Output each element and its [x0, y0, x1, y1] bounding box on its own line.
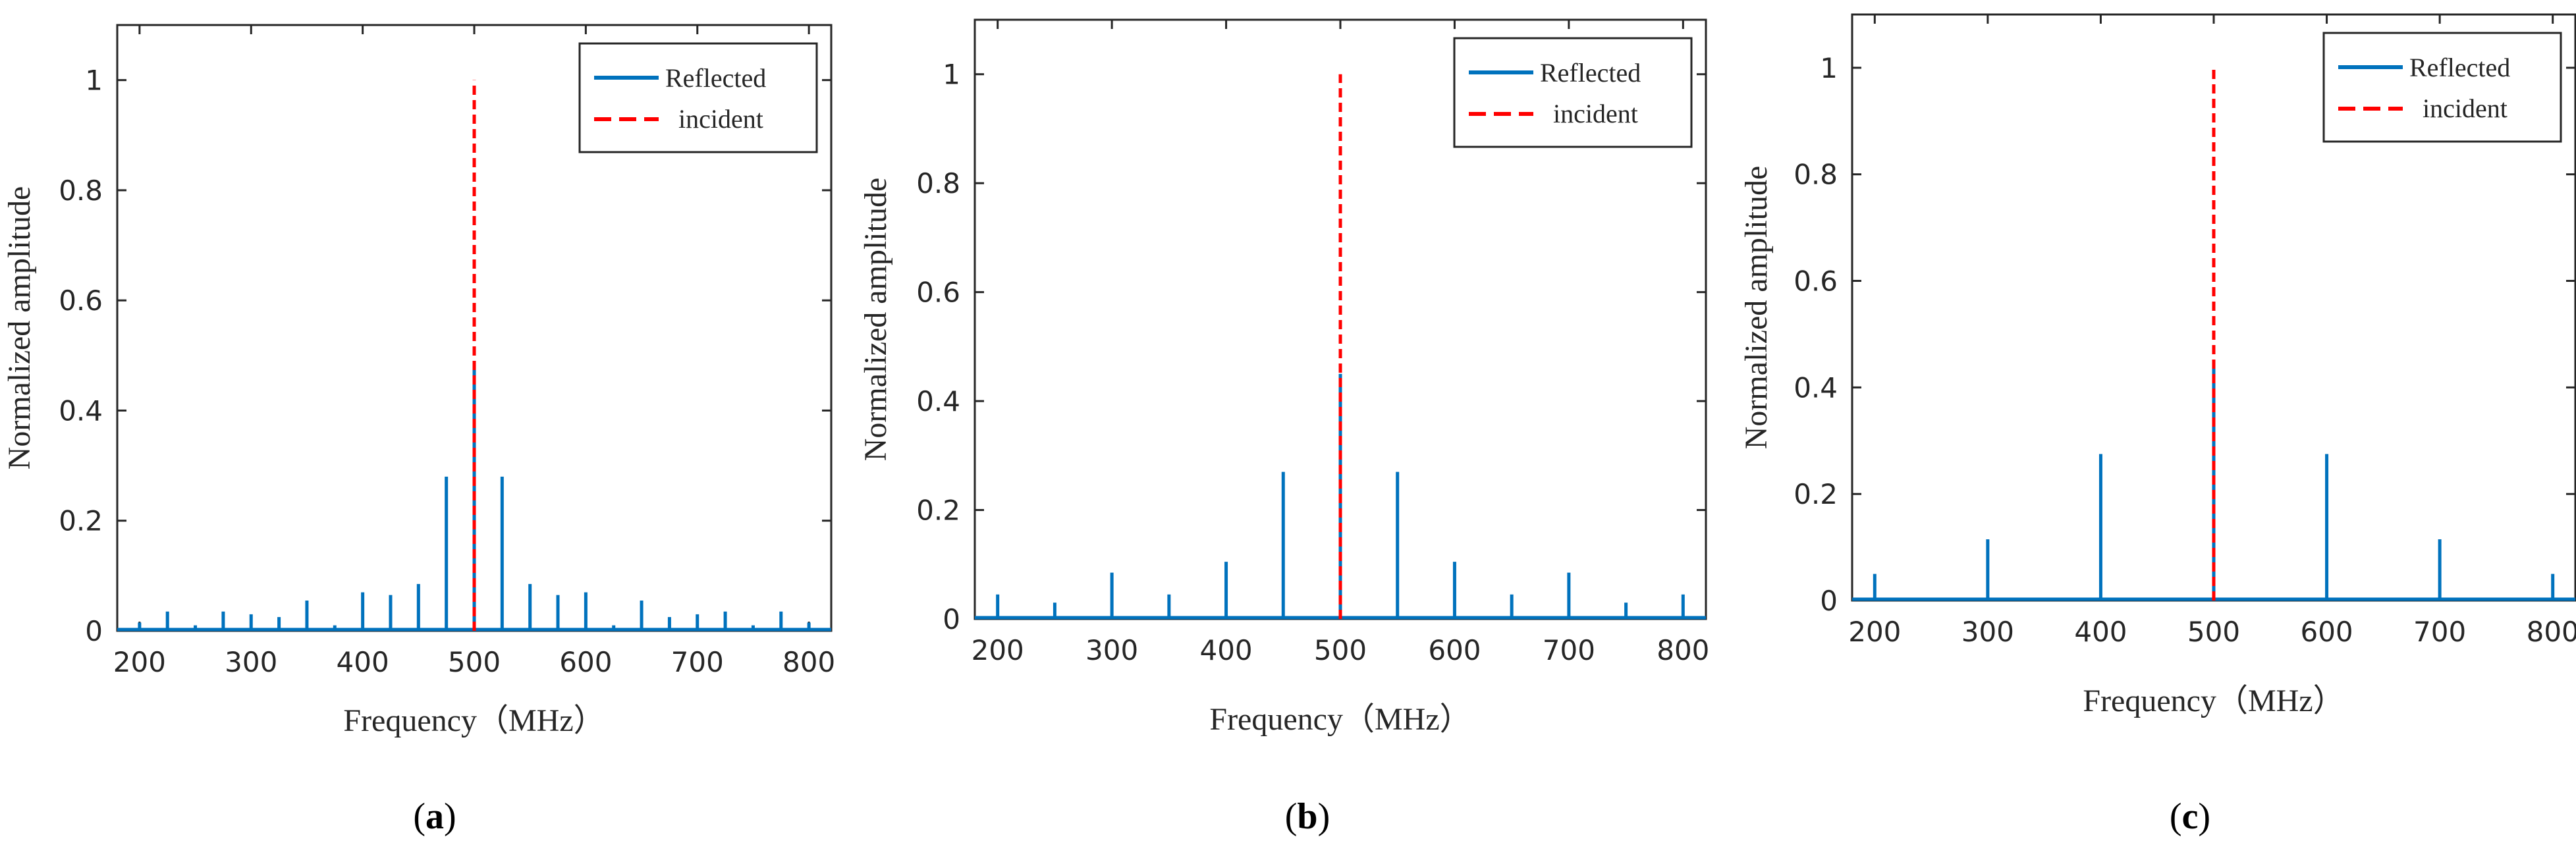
y-tick-label: 0.4: [1794, 371, 1838, 404]
caption-letter: c: [2182, 796, 2199, 837]
x-tick-label: 300: [1085, 634, 1138, 666]
y-tick-label: 1: [85, 65, 103, 97]
x-tick-label: 600: [559, 646, 612, 678]
panel-caption: (c): [2170, 796, 2210, 837]
y-tick-label: 0: [943, 603, 960, 635]
y-tick-label: 0.2: [916, 495, 960, 527]
legend-incident-label: incident: [1553, 99, 1638, 128]
y-tick-label: 0.6: [59, 284, 103, 317]
caption-open-paren: (: [1285, 796, 1298, 837]
x-tick-label: 200: [1848, 616, 1901, 648]
y-tick-label: 0.2: [1794, 478, 1838, 510]
x-tick-label: 800: [2527, 616, 2576, 648]
caption-close-paren: ): [444, 796, 456, 837]
y-tick-label: 0.8: [916, 167, 960, 200]
chart-panel-c: 200 300 400 500 600 700 800 0 0.2 0.4 0.6 0.8 1 Refle…: [1739, 13, 2576, 837]
x-tick-label: 700: [1543, 634, 1595, 666]
panel-caption: (b): [1285, 796, 1330, 837]
caption-letter: a: [425, 796, 444, 837]
x-tick-label: 700: [2413, 616, 2466, 648]
x-tick-label: 400: [2074, 616, 2127, 648]
x-tick-label: 200: [113, 646, 166, 678]
caption-open-paren: (: [2170, 796, 2182, 837]
y-axis-label: Normalized amplitude: [2, 186, 37, 470]
y-axis-label: Normalized amplitude: [1739, 166, 1774, 450]
y-axis-label: Normalized amplitude: [858, 178, 893, 462]
x-tick-label: 400: [337, 646, 389, 678]
legend-box: [2322, 32, 2562, 143]
x-tick-label: 200: [972, 634, 1024, 666]
y-tick-label: 0.4: [59, 394, 103, 427]
y-tick-label: 0: [1820, 585, 1838, 617]
x-tick-label: 500: [1314, 634, 1367, 666]
caption-close-paren: ): [2198, 796, 2210, 837]
x-axis-label: Frequency（MHz）: [1209, 702, 1471, 737]
x-tick-label: 800: [782, 646, 835, 678]
x-tick-label: 800: [1657, 634, 1709, 666]
y-tick-label: 0.2: [59, 505, 103, 537]
x-tick-label: 500: [2187, 616, 2240, 648]
panel-caption: (a): [413, 796, 456, 837]
legend-box: [1453, 37, 1693, 148]
legend-reflected-label: Reflected: [2409, 53, 2510, 82]
x-tick-label: 400: [1199, 634, 1252, 666]
x-axis-label: Frequency（MHz）: [343, 703, 605, 738]
legend-box: [578, 42, 818, 153]
legend-reflected-label: Reflected: [1540, 58, 1641, 88]
x-tick-label: 700: [671, 646, 724, 678]
caption-letter: b: [1297, 796, 1317, 837]
x-tick-label: 600: [2300, 616, 2353, 648]
y-tick-label: 0.6: [1794, 265, 1838, 298]
caption-close-paren: ): [1318, 796, 1330, 837]
x-tick-label: 300: [1961, 616, 2014, 648]
legend-incident-label: incident: [2423, 94, 2507, 123]
chart-panel-b: 200 300 400 500 600 700 800 0 0.2 0.4 0.6 0.8 1 Refle…: [858, 18, 1709, 837]
y-tick-label: 0.4: [916, 385, 960, 417]
legend-incident-label: incident: [678, 104, 763, 134]
y-tick-label: 0.8: [1794, 159, 1838, 191]
y-tick-label: 1: [943, 59, 960, 91]
y-tick-label: 0: [85, 615, 103, 647]
y-tick-label: 1: [1820, 52, 1838, 84]
chart-panel-a: 200 300 400 500 600 700 800 0 0.2 0.4 0.6 0.8 1 Refle…: [2, 24, 835, 837]
caption-open-paren: (: [413, 796, 425, 837]
y-tick-label: 0.8: [59, 174, 103, 207]
x-tick-label: 600: [1428, 634, 1481, 666]
legend-reflected-label: Reflected: [665, 63, 766, 93]
x-tick-label: 300: [225, 646, 277, 678]
x-axis-label: Frequency（MHz）: [2083, 684, 2344, 718]
x-tick-label: 500: [448, 646, 501, 678]
y-tick-label: 0.6: [916, 277, 960, 309]
